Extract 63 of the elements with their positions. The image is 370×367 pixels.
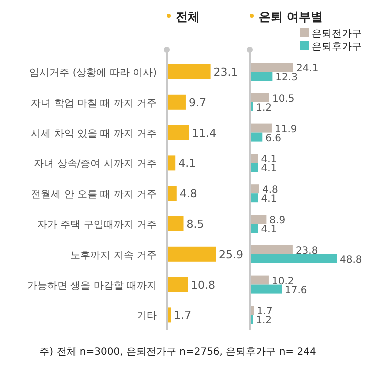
bar: [251, 245, 293, 254]
bar: [251, 194, 258, 203]
data-label: 1.7: [174, 309, 192, 322]
bar: [251, 154, 258, 164]
data-label: 10.8: [191, 278, 216, 292]
data-label: 11.4: [192, 126, 217, 140]
chart-title: 전체: [176, 10, 200, 24]
bar: [168, 64, 211, 80]
data-label: 12.3: [276, 72, 298, 84]
bar: [168, 216, 184, 232]
bar: [251, 93, 270, 102]
data-label: 6.6: [266, 133, 282, 144]
data-label: 1.2: [256, 102, 272, 114]
bar: [251, 124, 272, 133]
data-label: 48.8: [340, 254, 362, 266]
text: 주) 전체 n=3000, 은퇴전가구 n=2756, 은퇴후가구 n= 244: [40, 347, 316, 358]
data-label: 1.2: [256, 316, 272, 327]
data-label: 24.1: [296, 64, 319, 74]
y-tick-label: 가능하면 생을 마감할 때까지: [27, 280, 157, 292]
bar: [251, 306, 254, 316]
bar: [251, 254, 337, 264]
data-label: 8.9: [270, 216, 286, 226]
bar: [251, 163, 258, 172]
data-label: 10.5: [272, 94, 295, 105]
bar: [168, 308, 172, 323]
bar: [251, 184, 260, 194]
bar: [251, 284, 282, 294]
bar: [251, 224, 258, 233]
bar: [168, 94, 186, 110]
y-tick-label: 기타: [137, 311, 157, 322]
data-label: 10.2: [272, 276, 294, 288]
chart-title: 은퇴 여부별: [259, 10, 324, 24]
y-tick-label: 자가 주택 구입때까지 거주: [37, 220, 157, 231]
data-label: 4.8: [180, 188, 198, 201]
bar: [168, 156, 176, 171]
legend-label: 은퇴전가구: [312, 29, 362, 40]
bar: [251, 72, 273, 81]
bar: [251, 63, 294, 72]
y-tick-label: 전월세 안 오를 때 까지 거주: [31, 190, 157, 201]
data-label: 11.9: [274, 124, 298, 136]
bar: [168, 246, 216, 262]
data-label: 8.5: [186, 218, 204, 231]
data-label: 4.1: [178, 157, 196, 170]
y-tick-label: 노후까지 지속 거주: [70, 250, 157, 262]
data-label: 17.6: [285, 285, 308, 296]
legend-label: 은퇴후가구: [312, 42, 362, 53]
y-tick-label: 시세 차익 있을 때 까지 거주: [31, 128, 157, 140]
data-label: 4.1: [261, 164, 278, 175]
data-label: 25.9: [219, 248, 244, 262]
bar: [251, 215, 267, 224]
data-label: 9.7: [188, 96, 206, 110]
bar: [251, 132, 263, 142]
y-tick-label: 자녀 학업 마칠 때 까지 거주: [31, 98, 157, 110]
data-label: 4.1: [261, 224, 278, 236]
y-tick-label: 임시거주 (상황에 따라 이사): [30, 68, 158, 79]
bar: [168, 186, 177, 202]
data-label: 4.1: [261, 194, 278, 206]
bar: [168, 277, 188, 292]
bar: [251, 276, 269, 285]
bar: [168, 125, 190, 140]
y-tick-label: 자녀 상속/증여 시까지 거주: [34, 159, 157, 170]
data-label: 23.1: [214, 66, 238, 79]
data-label: 23.8: [296, 246, 318, 257]
